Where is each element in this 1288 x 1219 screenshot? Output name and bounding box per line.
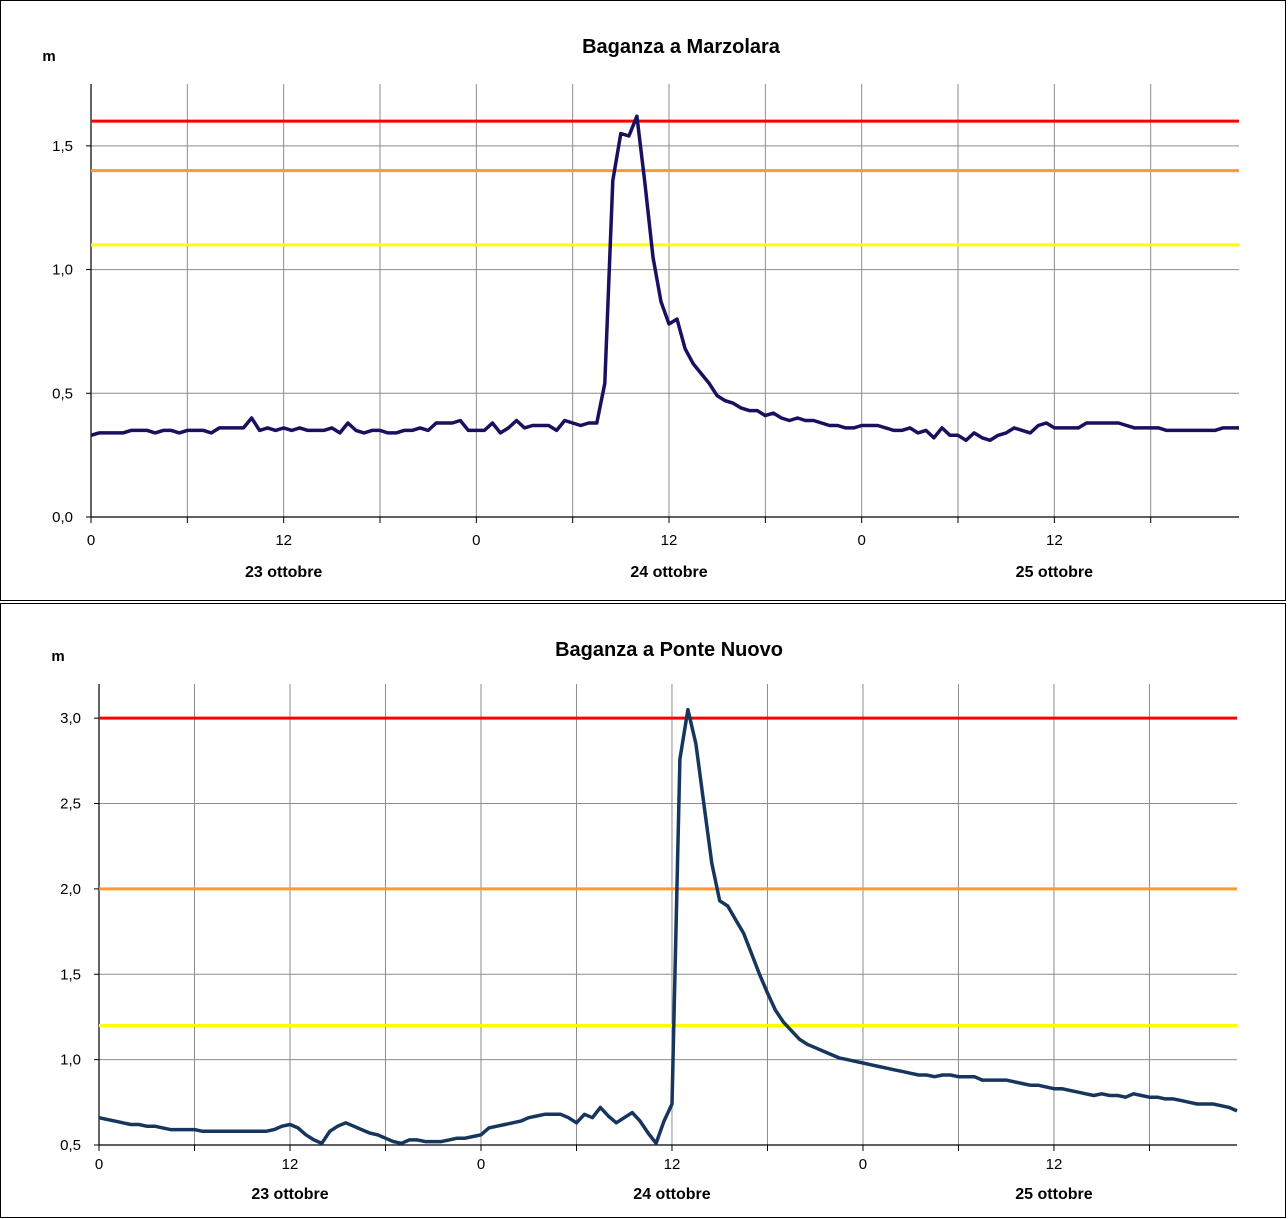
x-tick-label: 0 xyxy=(95,1156,103,1173)
chart-panel-marzolara: Baganza a Marzolara m 0,0 0,5 1,0 1,5 0 12 0 12… xyxy=(0,0,1286,601)
chart-marzolara: Baganza a Marzolara m 0,0 0,5 1,0 1,5 0 12 0 12… xyxy=(42,36,1239,581)
y-tick-label: 2,5 xyxy=(60,796,81,813)
date-label: 25 ottobre xyxy=(1015,1186,1092,1203)
y-axis-unit-label: m xyxy=(42,48,55,65)
series-line-water-level xyxy=(98,707,1238,1146)
y-tick-label: 0,5 xyxy=(60,1137,81,1154)
x-tick-label: 0 xyxy=(472,532,480,549)
y-tick-label: 2,0 xyxy=(60,881,81,898)
x-tick-label: 0 xyxy=(477,1156,485,1173)
y-tick-label: 0,5 xyxy=(52,385,73,402)
y-tick-label: 1,5 xyxy=(60,966,81,983)
x-tick-label: 12 xyxy=(275,532,292,549)
y-axis-unit-label: m xyxy=(51,648,64,665)
x-tick-label: 0 xyxy=(858,532,866,549)
x-tick-label: 12 xyxy=(661,532,678,549)
date-label: 24 ottobre xyxy=(630,564,707,581)
chart-panel-ponte-nuovo: Baganza a Ponte Nuovo m 0,5 1,0 1,5 2,0 2,5 3… xyxy=(0,603,1286,1218)
date-label: 25 ottobre xyxy=(1016,564,1093,581)
date-label: 23 ottobre xyxy=(245,564,322,581)
date-label: 23 ottobre xyxy=(251,1186,328,1203)
chart-title: Baganza a Marzolara xyxy=(582,36,781,58)
y-tick-label: 1,0 xyxy=(52,262,73,279)
y-tick-label: 3,0 xyxy=(60,710,81,727)
x-tick-label: 0 xyxy=(859,1156,867,1173)
x-tick-label: 12 xyxy=(282,1156,299,1173)
x-tick-label: 12 xyxy=(1046,532,1063,549)
chart-title: Baganza a Ponte Nuovo xyxy=(555,639,783,661)
y-tick-label: 1,5 xyxy=(52,138,73,155)
chart-ponte-nuovo: Baganza a Ponte Nuovo m 0,5 1,0 1,5 2,0 2,5 3… xyxy=(51,639,1238,1203)
x-tick-label: 12 xyxy=(1046,1156,1063,1173)
x-tick-label: 12 xyxy=(664,1156,681,1173)
x-tick-label: 0 xyxy=(87,532,95,549)
date-label: 24 ottobre xyxy=(633,1186,710,1203)
series-line-water-level xyxy=(90,114,1239,443)
y-tick-label: 1,0 xyxy=(60,1052,81,1069)
y-tick-label: 0,0 xyxy=(52,509,73,526)
